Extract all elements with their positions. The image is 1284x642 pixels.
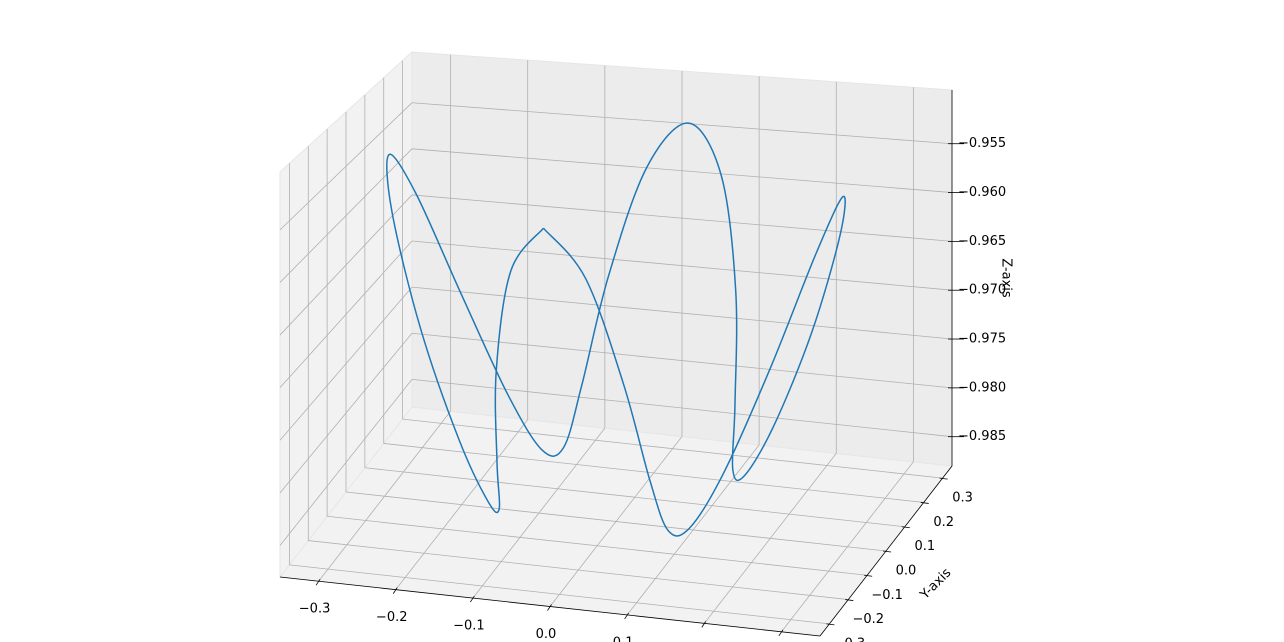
y-tick bbox=[826, 623, 835, 626]
y-tick-label: 0.2 bbox=[933, 515, 954, 530]
x-tick-label: −0.2 bbox=[376, 610, 408, 625]
curve bbox=[386, 122, 846, 537]
z-tick-label: −0.970 bbox=[958, 283, 1006, 298]
grid-line bbox=[364, 467, 905, 528]
z-tick-label: −0.985 bbox=[958, 429, 1006, 444]
x-tick-label: −0.3 bbox=[299, 602, 331, 617]
grid-line bbox=[279, 286, 413, 441]
y-tick-label: 0.3 bbox=[952, 491, 973, 506]
grid-line bbox=[383, 443, 924, 503]
y-tick bbox=[864, 574, 873, 577]
grid-line bbox=[411, 102, 953, 145]
grid-line bbox=[411, 194, 953, 242]
y-tick-label: −0.1 bbox=[871, 588, 903, 603]
grid-line bbox=[279, 148, 413, 283]
grid-line bbox=[345, 491, 887, 552]
z-tick-label: −0.975 bbox=[958, 332, 1006, 347]
z-tick-label: −0.980 bbox=[958, 380, 1006, 395]
grid-line bbox=[411, 148, 953, 193]
grid-line bbox=[279, 379, 413, 546]
y-tick bbox=[939, 477, 948, 480]
z-tick-label: −0.955 bbox=[958, 136, 1006, 151]
y-tick bbox=[882, 550, 892, 553]
x-tick bbox=[547, 604, 552, 611]
x-axis-line bbox=[279, 576, 821, 637]
y-tick-label: −0.2 bbox=[852, 612, 884, 627]
grid-line bbox=[279, 332, 413, 494]
y-tick-label: −0.3 bbox=[834, 636, 866, 642]
x-tick bbox=[392, 587, 398, 594]
grid-line bbox=[308, 540, 849, 600]
x-tick-label: 0.1 bbox=[613, 635, 634, 642]
grid-line bbox=[411, 332, 953, 389]
grid-line bbox=[411, 240, 953, 291]
grid-line bbox=[402, 418, 943, 479]
y-tick-label: 0.1 bbox=[915, 539, 936, 554]
grid-line bbox=[327, 515, 868, 576]
x-tick bbox=[701, 621, 707, 628]
x-tick bbox=[778, 629, 784, 637]
x-tick-label: 0.0 bbox=[536, 627, 557, 642]
z-axis-label: Z-axis bbox=[999, 258, 1014, 298]
grid-line bbox=[411, 286, 953, 340]
grid-line bbox=[279, 240, 413, 388]
grid-line bbox=[411, 378, 953, 438]
grid-line bbox=[279, 194, 413, 336]
x-tick bbox=[470, 595, 475, 603]
y-axis-label: Y-axis bbox=[917, 565, 955, 603]
y-tick bbox=[901, 526, 910, 529]
y-tick-label: 0.0 bbox=[896, 564, 917, 579]
x-tick bbox=[624, 612, 629, 620]
grid-line bbox=[279, 102, 413, 231]
z-tick-label: −0.960 bbox=[958, 185, 1006, 200]
y-tick bbox=[920, 502, 929, 504]
z-tick-label: −0.965 bbox=[958, 234, 1006, 249]
x-tick-label: −0.1 bbox=[453, 619, 485, 634]
y-tick bbox=[845, 599, 854, 601]
grid-line bbox=[289, 564, 830, 625]
x-tick bbox=[315, 578, 321, 586]
y-axis-line bbox=[819, 465, 953, 637]
